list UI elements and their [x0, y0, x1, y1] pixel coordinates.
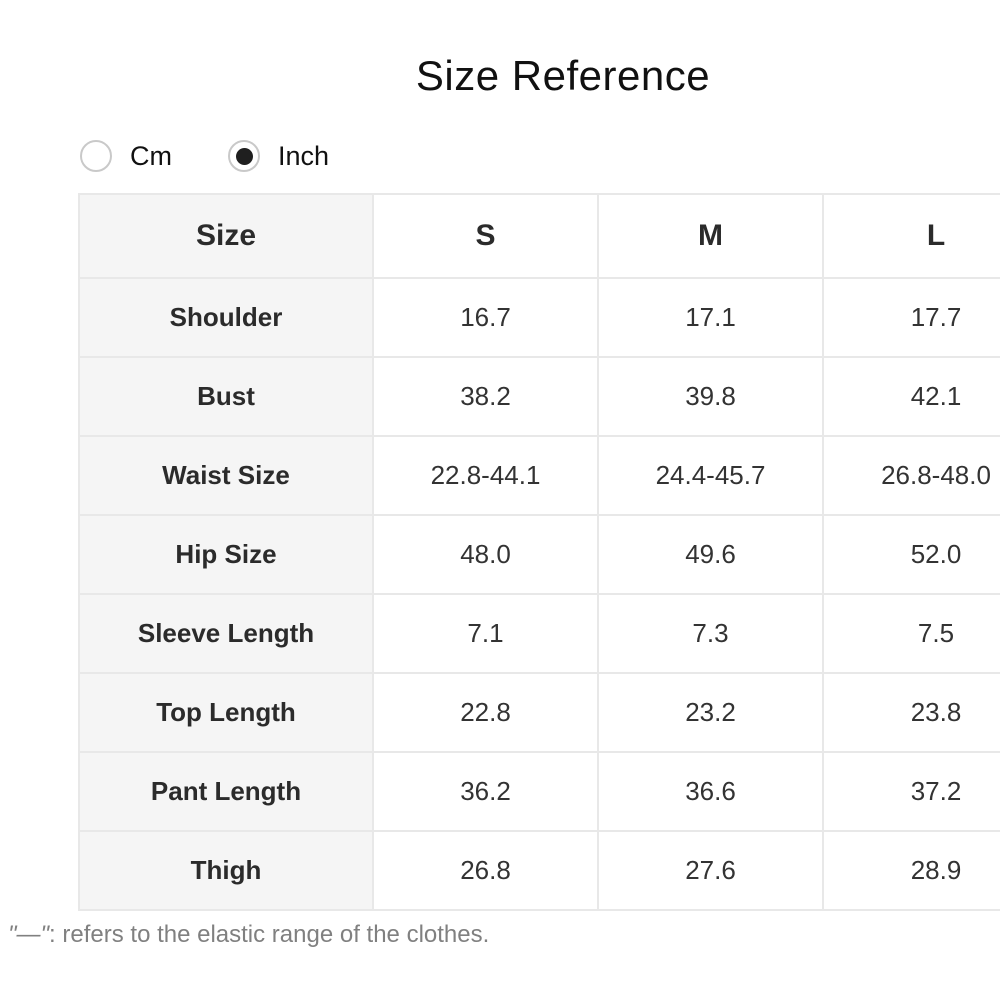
- cell-value: 36.2: [372, 751, 599, 832]
- size-table: Size S M L Shoulder 16.7 17.1 17.7 Bust …: [78, 193, 1000, 911]
- cell-value: 26.8: [372, 830, 599, 911]
- unit-label-inch[interactable]: Inch: [278, 140, 330, 171]
- cell-value: 36.6: [597, 751, 824, 832]
- cell-value: 23.8: [822, 672, 1000, 753]
- row-label: Top Length: [78, 672, 374, 753]
- cell-value: 16.7: [372, 277, 599, 358]
- table-row-bust: Bust 38.2 39.8 42.1: [78, 356, 1000, 437]
- footnote-dash-symbol: "—": [8, 921, 50, 948]
- cell-value: 7.5: [822, 593, 1000, 674]
- cell-value: 22.8-44.1: [372, 435, 599, 516]
- cell-value: 42.1: [822, 356, 1000, 437]
- radio-cm-icon[interactable]: [80, 140, 112, 172]
- cell-value: 26.8-48.0: [822, 435, 1000, 516]
- cell-value: 22.8: [372, 672, 599, 753]
- radio-inch-icon[interactable]: [228, 140, 260, 172]
- unit-toggle: Cm Inch: [80, 140, 329, 172]
- cell-value: 38.2: [372, 356, 599, 437]
- row-label: Pant Length: [78, 751, 374, 832]
- cell-value: 37.2: [822, 751, 1000, 832]
- cell-value: 23.2: [597, 672, 824, 753]
- row-label: Thigh: [78, 830, 374, 911]
- cell-value: 49.6: [597, 514, 824, 595]
- row-label: Sleeve Length: [78, 593, 374, 674]
- header-size-l: L: [822, 193, 1000, 279]
- page-title: Size Reference: [415, 52, 711, 99]
- cell-value: 17.1: [597, 277, 824, 358]
- table-row-hip-size: Hip Size 48.0 49.6 52.0: [78, 514, 1000, 595]
- header-size: Size: [78, 193, 374, 279]
- table-row-sleeve-length: Sleeve Length 7.1 7.3 7.5: [78, 593, 1000, 674]
- cell-value: 48.0: [372, 514, 599, 595]
- row-label: Waist Size: [78, 435, 374, 516]
- cell-value: 52.0: [822, 514, 1000, 595]
- cell-value: 28.9: [822, 830, 1000, 911]
- cell-value: 7.1: [372, 593, 599, 674]
- table-row-waist-size: Waist Size 22.8-44.1 24.4-45.7 26.8-48.0: [78, 435, 1000, 516]
- cell-value: 27.6: [597, 830, 824, 911]
- footnote-text: : refers to the elastic range of the clo…: [49, 921, 490, 948]
- table-row-pant-length: Pant Length 36.2 36.6 37.2: [78, 751, 1000, 832]
- table-row-thigh: Thigh 26.8 27.6 28.9: [78, 830, 1000, 911]
- row-label: Hip Size: [78, 514, 374, 595]
- unit-option-inch[interactable]: Inch: [228, 140, 329, 172]
- cell-value: 24.4-45.7: [597, 435, 824, 516]
- header-size-s: S: [372, 193, 599, 279]
- header-size-m: M: [597, 193, 824, 279]
- cell-value: 7.3: [597, 593, 824, 674]
- table-row-top-length: Top Length 22.8 23.2 23.8: [78, 672, 1000, 753]
- cell-value: 17.7: [822, 277, 1000, 358]
- footnote: "—": refers to the elastic range of the …: [8, 921, 489, 949]
- table-row-shoulder: Shoulder 16.7 17.1 17.7: [78, 277, 1000, 358]
- cell-value: 39.8: [597, 356, 824, 437]
- row-label: Shoulder: [78, 277, 374, 358]
- unit-label-cm[interactable]: Cm: [130, 140, 172, 171]
- row-label: Bust: [78, 356, 374, 437]
- table-header-row: Size S M L: [78, 193, 1000, 279]
- unit-option-cm[interactable]: Cm: [80, 140, 172, 172]
